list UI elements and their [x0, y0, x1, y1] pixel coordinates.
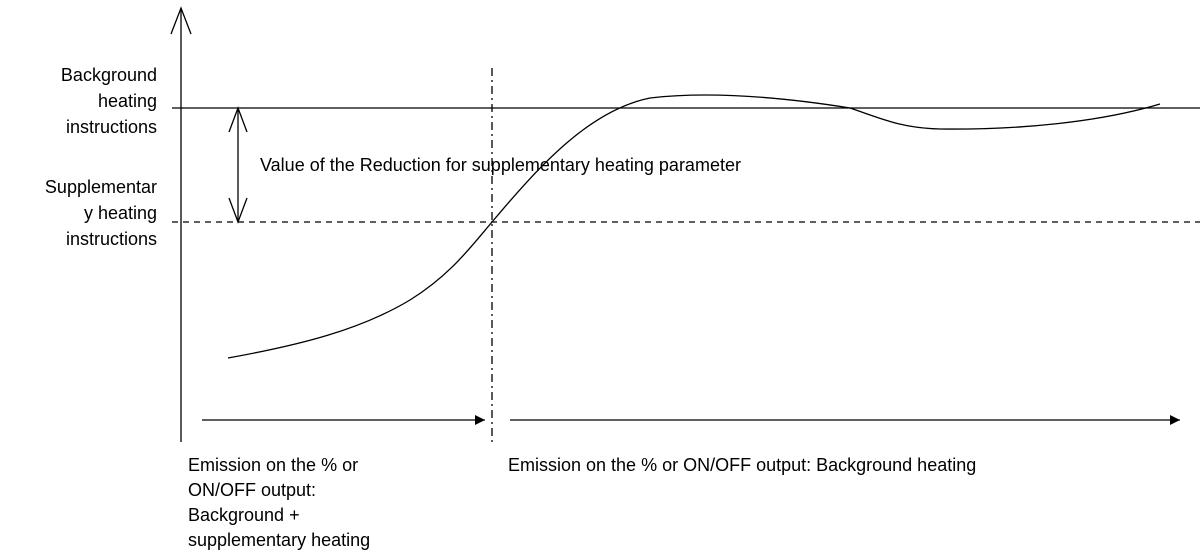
label: ON/OFF output: — [188, 480, 316, 500]
label: instructions — [66, 117, 157, 137]
temperature-curve — [227, 94, 1161, 359]
label: Background + — [188, 505, 300, 525]
label: Value of the Reduction for supplementary… — [260, 155, 741, 175]
label: y heating — [84, 203, 157, 223]
axis-arrowhead — [170, 6, 192, 35]
label: heating — [98, 91, 157, 111]
arrowhead — [228, 197, 248, 224]
label: Background — [61, 65, 157, 85]
label: Emission on the % or — [188, 455, 358, 475]
label: instructions — [66, 229, 157, 249]
label: Emission on the % or ON/OFF output: Back… — [508, 455, 976, 475]
label: supplementary heating — [188, 530, 370, 550]
label: Supplementar — [45, 177, 157, 197]
arrowhead — [228, 106, 248, 133]
